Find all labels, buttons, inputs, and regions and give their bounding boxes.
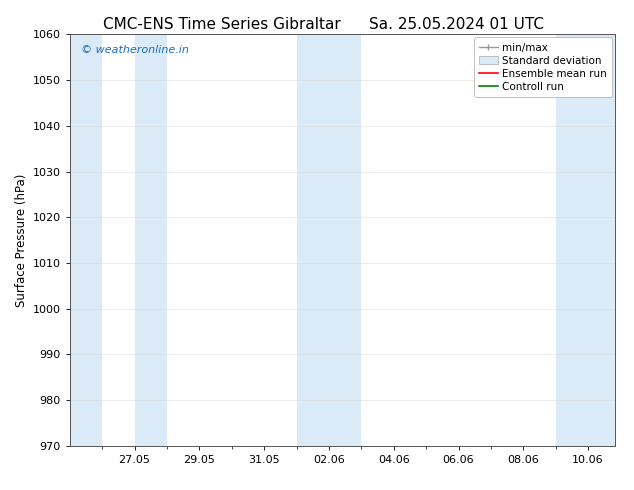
Y-axis label: Surface Pressure (hPa): Surface Pressure (hPa) [15, 173, 29, 307]
Legend: min/max, Standard deviation, Ensemble mean run, Controll run: min/max, Standard deviation, Ensemble me… [474, 37, 612, 97]
Text: CMC-ENS Time Series Gibraltar: CMC-ENS Time Series Gibraltar [103, 17, 341, 32]
Bar [297, 34, 361, 446]
Text: Sa. 25.05.2024 01 UTC: Sa. 25.05.2024 01 UTC [369, 17, 544, 32]
Bar [70, 34, 102, 446]
Bar [134, 34, 167, 446]
Text: © weatheronline.in: © weatheronline.in [81, 45, 188, 54]
Bar [555, 34, 615, 446]
